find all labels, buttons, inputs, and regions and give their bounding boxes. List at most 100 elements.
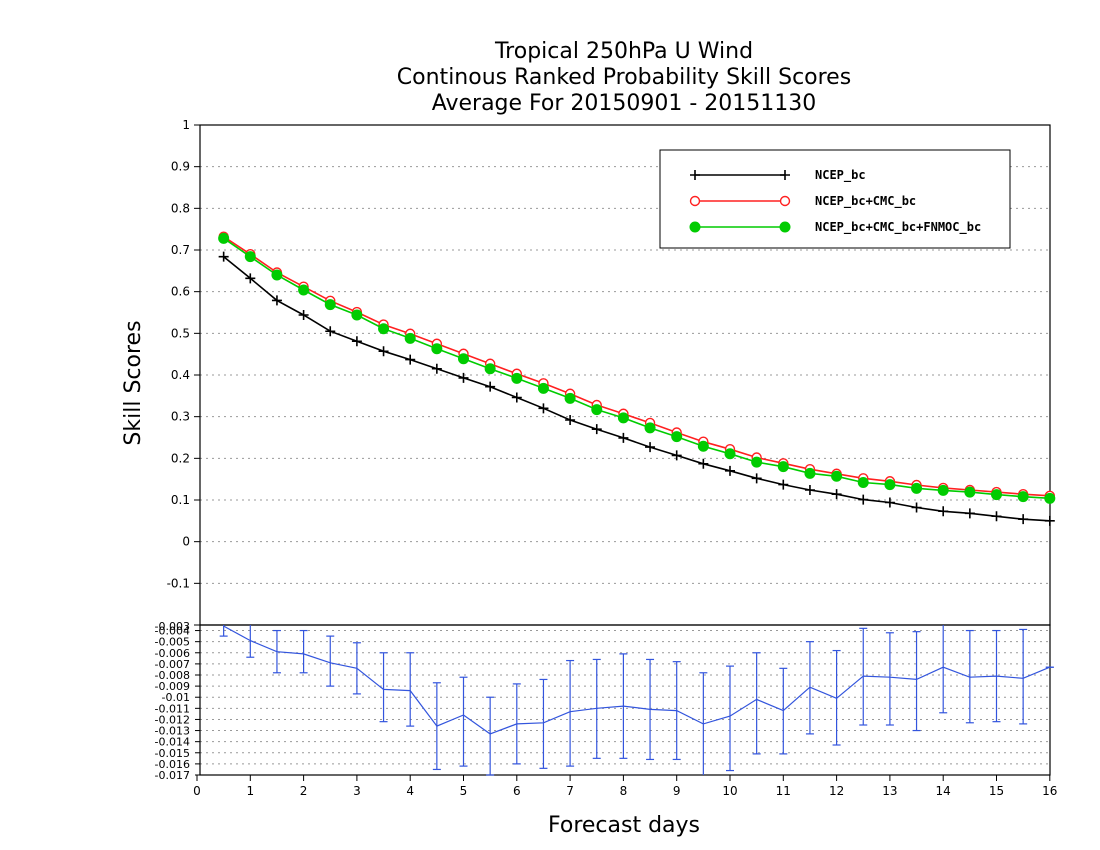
x-axis: 0 1 2 3 4 5 6 7 8 9 10 11 12 13 14 15 16 xyxy=(193,775,1057,798)
legend-marker xyxy=(689,221,701,233)
legend-label: NCEP_bc+CMC_bc+FNMOC_bc xyxy=(815,220,981,235)
bottom-y-tick-label: -0.015 xyxy=(155,747,190,760)
series-point xyxy=(991,511,1002,522)
series-point xyxy=(831,489,842,500)
series-point xyxy=(911,482,923,494)
legend-marker xyxy=(779,195,791,207)
series-point xyxy=(671,450,682,461)
series-point xyxy=(538,403,549,414)
y-tick-label: 0 xyxy=(182,535,190,549)
series-point xyxy=(751,456,763,468)
series-point xyxy=(405,354,416,365)
series-point xyxy=(858,494,869,505)
series-point xyxy=(778,479,789,490)
x-tick-label: 14 xyxy=(936,784,951,798)
bottom-y-tick-label: -0.017 xyxy=(155,769,190,782)
bottom-y-tick-label: -0.014 xyxy=(155,736,190,749)
x-tick-label: 1 xyxy=(246,784,254,798)
series-point xyxy=(724,448,736,460)
bottom-y-tick-label: -0.007 xyxy=(155,658,190,671)
series-point xyxy=(431,343,443,355)
x-tick-label: 15 xyxy=(989,784,1004,798)
legend-marker xyxy=(689,195,701,207)
series-point xyxy=(404,332,416,344)
series-point xyxy=(1044,515,1055,526)
series-point xyxy=(804,485,815,495)
series-point xyxy=(937,484,949,496)
series-point xyxy=(725,465,735,476)
y-tick-label: 0.6 xyxy=(171,285,190,299)
series-point xyxy=(511,372,523,384)
series-point xyxy=(431,363,442,374)
series-point xyxy=(537,382,549,394)
series-point xyxy=(325,326,336,337)
top-panel-series xyxy=(218,231,1056,526)
y-tick-label: 0.3 xyxy=(171,410,190,424)
series-point xyxy=(218,251,229,262)
y-tick-label: 1 xyxy=(182,118,190,132)
series-point xyxy=(938,506,949,517)
x-tick-label: 3 xyxy=(353,784,361,798)
x-tick-label: 10 xyxy=(722,784,737,798)
series-point xyxy=(1018,514,1029,525)
y-tick-label: 0.5 xyxy=(171,326,190,340)
series-point xyxy=(351,309,363,321)
bottom-y-tick-label: -0.012 xyxy=(155,713,190,726)
x-tick-label: 2 xyxy=(300,784,308,798)
series-point xyxy=(964,486,976,498)
series-point xyxy=(298,310,309,320)
bottom-y-tick-label: -0.003 xyxy=(155,620,190,633)
bottom-y-tick-label: -0.009 xyxy=(155,680,190,693)
series-point xyxy=(777,461,789,473)
y-tick-label: 0.8 xyxy=(171,201,190,215)
y-axis-label: Skill Scores xyxy=(121,320,146,445)
y-tick-label: 0.9 xyxy=(171,160,190,174)
bottom-panel-series xyxy=(219,625,1054,776)
series-point xyxy=(644,422,656,434)
x-tick-label: 11 xyxy=(776,784,791,798)
x-tick-label: 6 xyxy=(513,784,521,798)
bottom-y-tick-label: -0.01 xyxy=(162,691,190,704)
series-point xyxy=(884,479,896,491)
bottom-panel-y-axis: -0.003-0.004-0.005-0.006-0.007-0.008-0.0… xyxy=(155,620,200,782)
x-tick-label: 7 xyxy=(566,784,574,798)
series-point xyxy=(218,232,230,244)
bottom-y-tick-label: -0.004 xyxy=(155,625,190,638)
series-point xyxy=(697,440,709,452)
bottom-panel-gridlines xyxy=(200,630,1050,765)
series-point xyxy=(458,353,469,365)
series-point xyxy=(831,470,843,482)
x-tick-label: 13 xyxy=(882,784,897,798)
series-point xyxy=(991,489,1002,501)
series-point xyxy=(645,442,656,453)
bottom-y-tick-label: -0.005 xyxy=(155,636,190,649)
series-point xyxy=(271,295,282,306)
chart-title-line-3: Average For 20150901 - 20151130 xyxy=(432,91,817,116)
series-point xyxy=(698,458,709,469)
series-point xyxy=(618,432,629,443)
series-point xyxy=(458,372,469,383)
series-point xyxy=(244,251,256,263)
series-point xyxy=(378,323,390,335)
x-tick-label: 12 xyxy=(829,784,844,798)
chart-title-line-2: Continous Ranked Probability Skill Score… xyxy=(397,65,851,90)
series-line-0 xyxy=(223,256,1050,522)
difference-line xyxy=(223,625,1051,735)
x-axis-label: Forecast days xyxy=(548,813,700,838)
chart-title-line-1: Tropical 250hPa U Wind xyxy=(494,39,753,64)
legend-label: NCEP_bc xyxy=(815,168,866,183)
x-tick-label: 9 xyxy=(673,784,681,798)
series-point xyxy=(751,473,762,484)
bottom-y-tick-label: -0.016 xyxy=(155,758,190,771)
series-point xyxy=(485,381,496,392)
series-point xyxy=(298,284,310,296)
series-point xyxy=(245,273,256,284)
series-point xyxy=(671,431,683,443)
series-point xyxy=(564,392,576,404)
y-tick-label: 0.7 xyxy=(171,243,190,257)
series-point xyxy=(591,404,603,416)
bottom-y-tick-label: -0.006 xyxy=(155,647,190,660)
y-tick-label: 0.1 xyxy=(171,493,190,507)
series-point xyxy=(565,415,576,425)
